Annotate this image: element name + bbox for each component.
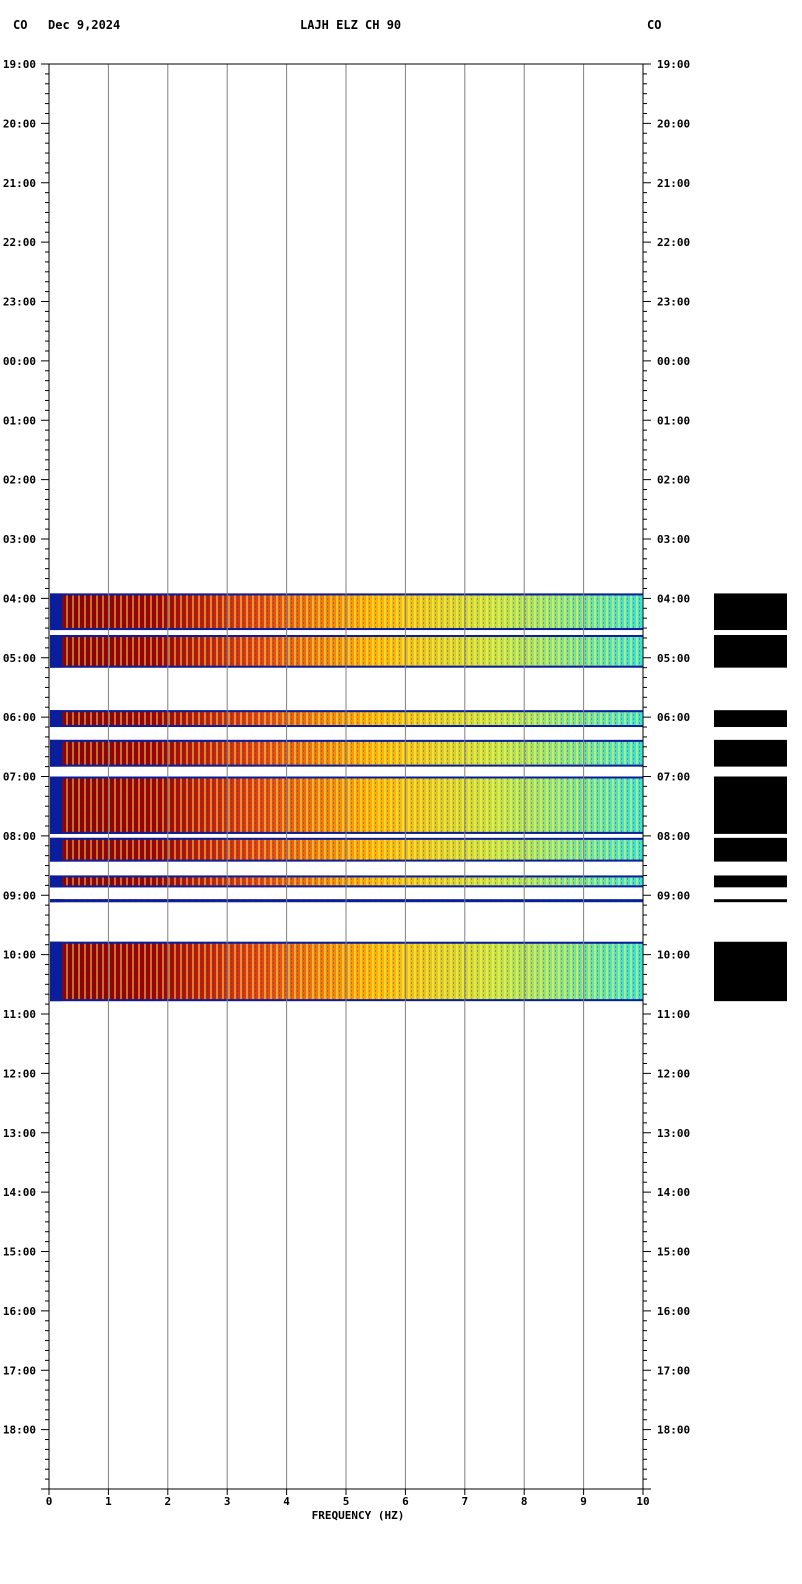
frequency-tick-label: 8 xyxy=(521,1495,528,1508)
time-tick-label: 09:00 xyxy=(657,889,690,902)
seismogram-block xyxy=(714,593,787,631)
spectrogram-low-band xyxy=(50,593,62,631)
chart-title: LAJH ELZ CH 90 xyxy=(300,18,402,32)
spectrogram-low-band xyxy=(50,941,62,1002)
time-tick-label: 11:00 xyxy=(3,1008,36,1021)
time-tick-label: 06:00 xyxy=(657,711,690,724)
frequency-tick-label: 6 xyxy=(402,1495,409,1508)
time-tick-label: 16:00 xyxy=(3,1305,36,1318)
time-tick-label: 00:00 xyxy=(3,355,36,368)
frequency-tick-label: 1 xyxy=(105,1495,112,1508)
time-tick-label: 03:00 xyxy=(657,533,690,546)
time-tick-label: 21:00 xyxy=(3,177,36,190)
date-label: Dec 9,2024 xyxy=(48,18,121,32)
time-tick-label: 07:00 xyxy=(3,771,36,784)
seismogram-block xyxy=(714,899,787,903)
x-axis-label: FREQUENCY (HZ) xyxy=(312,1509,405,1522)
time-tick-label: 07:00 xyxy=(657,771,690,784)
time-tick-label: 05:00 xyxy=(657,652,690,665)
spectrogram-low-band xyxy=(50,776,62,834)
time-tick-label: 15:00 xyxy=(657,1246,690,1259)
time-tick-label: 20:00 xyxy=(657,117,690,130)
time-tick-label: 21:00 xyxy=(657,177,690,190)
time-tick-label: 00:00 xyxy=(657,355,690,368)
frequency-tick-label: 9 xyxy=(580,1495,587,1508)
network-code-left: CO xyxy=(13,18,28,32)
seismogram-block xyxy=(714,634,787,668)
time-tick-label: 15:00 xyxy=(3,1246,36,1259)
spectrogram-low-band xyxy=(50,837,62,862)
seismogram-block xyxy=(714,941,787,1002)
time-tick-label: 05:00 xyxy=(3,652,36,665)
time-tick-label: 11:00 xyxy=(657,1008,690,1021)
time-tick-label: 06:00 xyxy=(3,711,36,724)
time-tick-label: 18:00 xyxy=(657,1424,690,1437)
time-tick-label: 22:00 xyxy=(3,236,36,249)
network-code-right: CO xyxy=(647,18,662,32)
frequency-tick-label: 10 xyxy=(636,1495,649,1508)
seismogram-block xyxy=(714,739,787,767)
time-tick-label: 18:00 xyxy=(3,1424,36,1437)
time-tick-label: 19:00 xyxy=(657,58,690,71)
frequency-tick-label: 4 xyxy=(283,1495,290,1508)
frequency-tick-label: 0 xyxy=(46,1495,53,1508)
frequency-tick-label: 3 xyxy=(224,1495,231,1508)
time-tick-label: 12:00 xyxy=(3,1067,36,1080)
frequency-gridlines xyxy=(107,64,585,1489)
time-tick-label: 14:00 xyxy=(3,1186,36,1199)
time-tick-label: 14:00 xyxy=(657,1186,690,1199)
spectrogram-low-band xyxy=(50,634,62,668)
time-tick-label: 13:00 xyxy=(657,1127,690,1140)
seismogram-block xyxy=(714,776,787,834)
seismogram-block xyxy=(714,837,787,862)
frequency-tick-label: 7 xyxy=(461,1495,468,1508)
time-tick-label: 02:00 xyxy=(3,474,36,487)
time-tick-label: 02:00 xyxy=(657,474,690,487)
time-tick-label: 19:00 xyxy=(3,58,36,71)
time-tick-label: 09:00 xyxy=(3,889,36,902)
spectrogram-low-band xyxy=(50,710,62,728)
time-tick-label: 20:00 xyxy=(3,117,36,130)
seismogram-block xyxy=(714,875,787,888)
seismogram-trace xyxy=(714,593,787,1002)
time-tick-label: 10:00 xyxy=(3,949,36,962)
time-tick-label: 08:00 xyxy=(657,830,690,843)
frequency-tick-label: 2 xyxy=(164,1495,171,1508)
time-axis-right: 19:00 20:00 21:00 22:00 23:00 00:00 01:00 02:00… xyxy=(643,58,690,1490)
time-tick-label: 22:00 xyxy=(657,236,690,249)
seismogram-block xyxy=(714,710,787,728)
frequency-axis: 0 1 2 3 4 5 6 7 8 9 10 xyxy=(46,1489,650,1508)
time-tick-label: 03:00 xyxy=(3,533,36,546)
time-tick-label: 23:00 xyxy=(657,296,690,309)
time-tick-label: 13:00 xyxy=(3,1127,36,1140)
time-tick-label: 08:00 xyxy=(3,830,36,843)
spectrogram-low-band xyxy=(50,875,62,888)
time-tick-label: 16:00 xyxy=(657,1305,690,1318)
time-tick-label: 04:00 xyxy=(3,592,36,605)
time-tick-label: 23:00 xyxy=(3,296,36,309)
time-axis-left: 19:00 20:00 21:00 22:00 23:00 00:00 01:00 02:00… xyxy=(3,58,49,1490)
time-tick-label: 12:00 xyxy=(657,1067,690,1080)
time-tick-label: 17:00 xyxy=(3,1364,36,1377)
frequency-tick-label: 5 xyxy=(343,1495,350,1508)
time-tick-label: 04:00 xyxy=(657,592,690,605)
time-tick-label: 10:00 xyxy=(657,949,690,962)
time-tick-label: 01:00 xyxy=(3,414,36,427)
spectrogram-low-band xyxy=(50,739,62,767)
time-tick-label: 17:00 xyxy=(657,1364,690,1377)
time-tick-label: 01:00 xyxy=(657,414,690,427)
